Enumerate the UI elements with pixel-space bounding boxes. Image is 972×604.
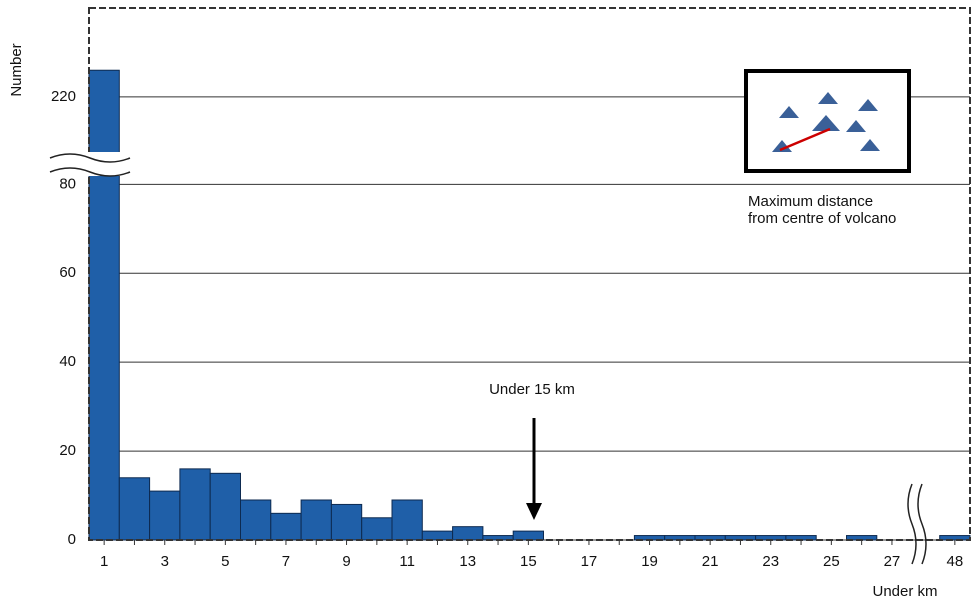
x-tick-label: 11 [399, 553, 415, 570]
x-tick-label: 25 [823, 553, 840, 570]
y-tick-label: 20 [59, 442, 76, 459]
bar [180, 469, 210, 540]
bar [362, 518, 392, 540]
y-axis-label: Number [8, 43, 25, 96]
x-tick-label: 15 [520, 553, 537, 570]
bar [301, 500, 331, 540]
bar [119, 478, 149, 540]
page: {"chart_data": {"type": "bar", "y_label"… [0, 0, 972, 604]
y-tick-label: 60 [59, 264, 76, 281]
inset-caption: Maximum distance [748, 193, 873, 210]
bar [392, 500, 422, 540]
chart: Number Under km 020406080220135791113151… [0, 0, 972, 604]
x-axis-label: Under km [872, 583, 937, 600]
bar [271, 513, 301, 540]
x-tick-label: 7 [282, 553, 290, 570]
bar [150, 491, 180, 540]
x-tick-label: 9 [342, 553, 350, 570]
x-tick-label: 5 [221, 553, 229, 570]
x-tick-label: 3 [161, 553, 169, 570]
x-tick-label: 23 [762, 553, 779, 570]
x-tick-label: 21 [702, 553, 719, 570]
bar [940, 536, 970, 540]
bar [422, 531, 452, 540]
bar [513, 531, 543, 540]
bar [241, 500, 271, 540]
bar [453, 527, 483, 540]
x-tick-label: 19 [641, 553, 658, 570]
bar [210, 473, 240, 540]
y-tick-label: 80 [59, 175, 76, 192]
x-tick-label: 48 [947, 553, 964, 570]
axis-break [908, 484, 926, 564]
x-tick-label: 1 [100, 553, 108, 570]
annotation: Under 15 km [489, 381, 575, 398]
y-tick-label: 220 [51, 88, 76, 105]
y-tick-label: 0 [68, 531, 76, 548]
annotation-arrowhead [526, 503, 542, 520]
x-tick-label: 27 [884, 553, 901, 570]
inset-caption: from centre of volcano [748, 210, 896, 227]
axis-break-mask [50, 152, 140, 176]
y-tick-label: 40 [59, 353, 76, 370]
x-tick-label: 17 [581, 553, 598, 570]
bar [331, 504, 361, 540]
x-tick-label: 13 [459, 553, 476, 570]
bar [89, 70, 119, 540]
